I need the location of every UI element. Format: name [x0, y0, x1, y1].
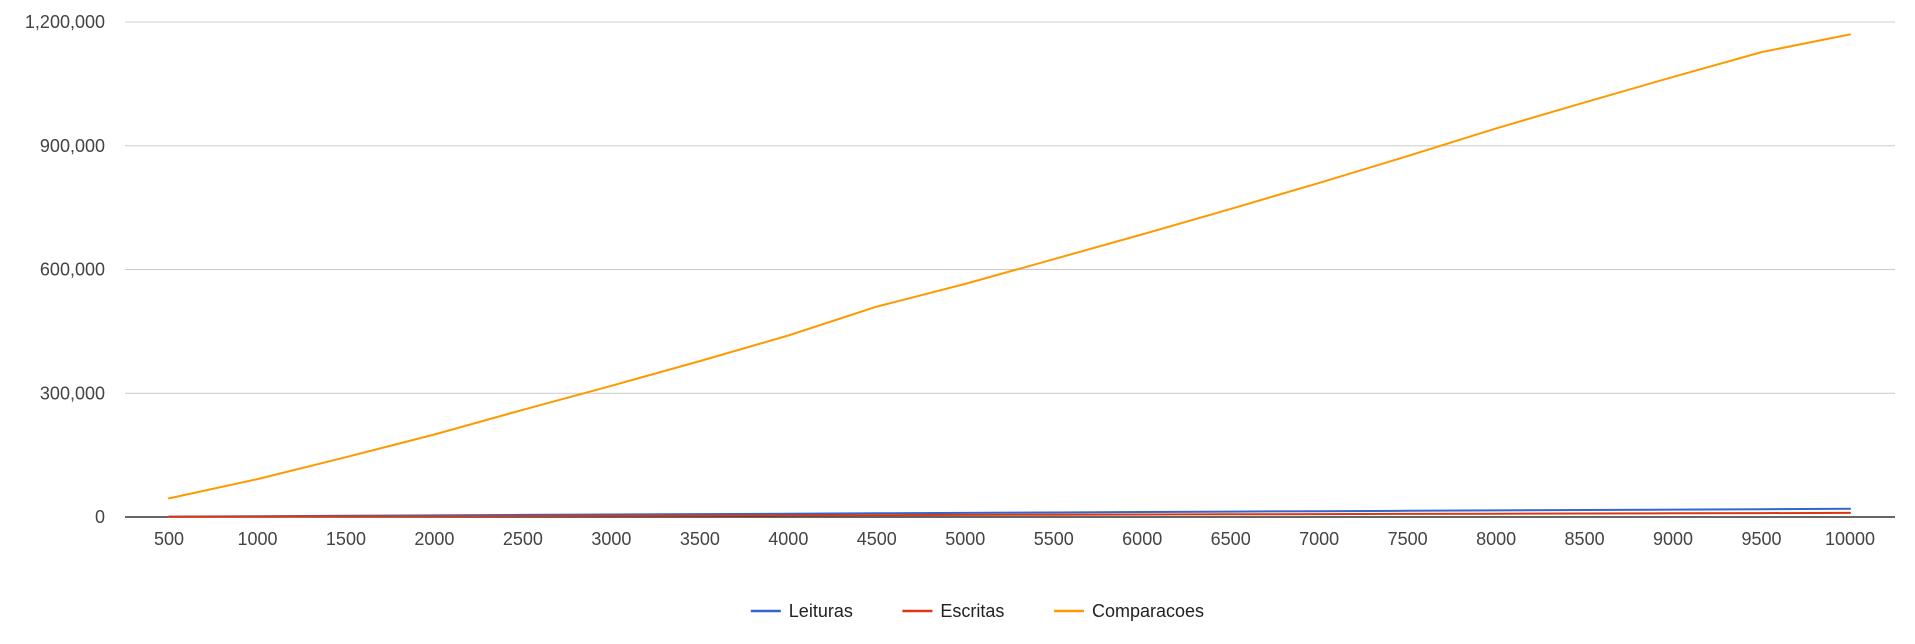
gridlines [125, 21, 1895, 394]
y-tick-label: 600,000 [40, 260, 105, 280]
x-tick-label: 6500 [1211, 529, 1251, 549]
legend[interactable]: Leituras Escritas Comparacoes [750, 601, 1204, 621]
x-tick-label: 8500 [1565, 529, 1605, 549]
x-tick-label: 3000 [591, 529, 631, 549]
y-tick-label: 1,200,000 [25, 12, 105, 32]
x-tick-label: 3500 [680, 529, 720, 549]
legend-label: Escritas [940, 601, 1004, 621]
x-tick-label: 4000 [768, 529, 808, 549]
x-tick-label: 2000 [414, 529, 454, 549]
x-tick-label: 1000 [237, 529, 277, 549]
series-lines [168, 33, 1851, 518]
series-line-escritas [168, 511, 1851, 518]
x-tick-label: 7500 [1388, 529, 1428, 549]
x-axis: 500 1000 1500 2000 2500 3000 3500 4000 4500 5000 5… [125, 516, 1895, 549]
x-tick-label: 10000 [1825, 529, 1875, 549]
y-axis: 0 300,000 600,000 900,000 1,200,000 [25, 12, 105, 527]
legend-item-escritas[interactable]: Escritas [902, 601, 1004, 621]
legend-item-leituras[interactable]: Leituras [750, 601, 853, 621]
y-tick-label: 0 [95, 507, 105, 527]
x-tick-label: 500 [154, 529, 184, 549]
legend-item-comparacoes[interactable]: Comparacoes [1054, 601, 1204, 621]
x-tick-label: 1500 [326, 529, 366, 549]
x-tick-label: 6000 [1122, 529, 1162, 549]
x-tick-label: 7000 [1299, 529, 1339, 549]
x-tick-label: 5000 [945, 529, 985, 549]
legend-label: Leituras [789, 601, 853, 621]
y-tick-label: 900,000 [40, 136, 105, 156]
series-line-comparacoes [168, 33, 1851, 500]
x-tick-label: 8000 [1476, 529, 1516, 549]
x-tick-label: 5500 [1034, 529, 1074, 549]
x-tick-label: 9500 [1742, 529, 1782, 549]
x-tick-label: 2500 [503, 529, 543, 549]
legend-label: Comparacoes [1092, 601, 1204, 621]
y-tick-label: 300,000 [40, 383, 105, 403]
x-tick-label: 9000 [1653, 529, 1693, 549]
x-tick-label: 4500 [857, 529, 897, 549]
